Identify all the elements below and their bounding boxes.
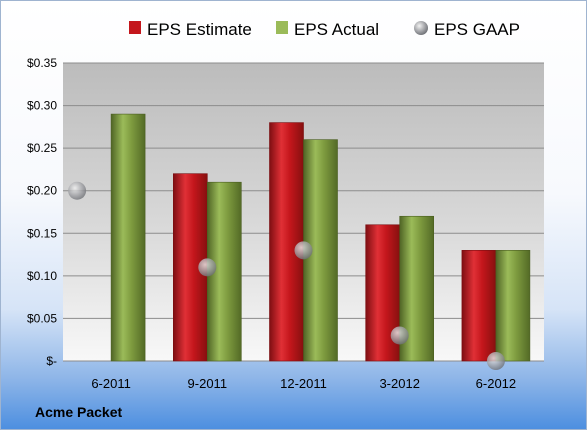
y-tick-label: $0.20: [27, 184, 57, 198]
x-axis: 6-2011 9-2011 12-2011 3-2012 6-2012: [91, 376, 516, 391]
y-axis: $0.35 $0.30 $0.25 $0.20 $0.15 $0.10 $0.05 $-: [27, 56, 57, 368]
y-tick-label: $0.30: [27, 99, 57, 113]
bar-eps-actual: [110, 113, 146, 362]
legend-label-gaap: EPS GAAP: [434, 20, 520, 39]
marker-eps-gaap: [486, 352, 505, 370]
marker-eps-gaap: [390, 326, 409, 345]
x-tick-label: 12-2011: [280, 376, 327, 391]
bar-eps-estimate: [461, 250, 497, 362]
x-tick-label: 6-2012: [476, 376, 516, 391]
y-tick-label: $0.15: [27, 226, 57, 240]
legend-swatch-actual: [276, 21, 288, 34]
y-tick-label: $0.05: [27, 311, 57, 325]
y-tick-label: $0.10: [27, 269, 57, 283]
x-tick-label: 9-2011: [188, 376, 228, 391]
marker-eps-gaap: [198, 258, 217, 277]
legend: EPS Estimate EPS Actual EPS GAAP: [129, 20, 520, 39]
company-name: Acme Packet: [35, 404, 123, 420]
x-tick-label: 3-2012: [379, 376, 419, 391]
legend-label-actual: EPS Actual: [294, 20, 379, 39]
legend-swatch-estimate: [129, 21, 141, 34]
bar-eps-actual: [495, 250, 531, 362]
marker-eps-gaap: [68, 181, 87, 200]
y-tick-label: $-: [46, 354, 57, 368]
x-tick-label: 6-2011: [91, 376, 131, 391]
marker-eps-gaap: [294, 241, 313, 260]
gaap-markers: [68, 181, 505, 370]
legend-swatch-gaap: [414, 21, 428, 35]
legend-label-estimate: EPS Estimate: [147, 20, 252, 39]
y-tick-label: $0.35: [27, 56, 57, 70]
y-tick-label: $0.25: [27, 141, 57, 155]
bar-eps-estimate: [269, 122, 304, 362]
